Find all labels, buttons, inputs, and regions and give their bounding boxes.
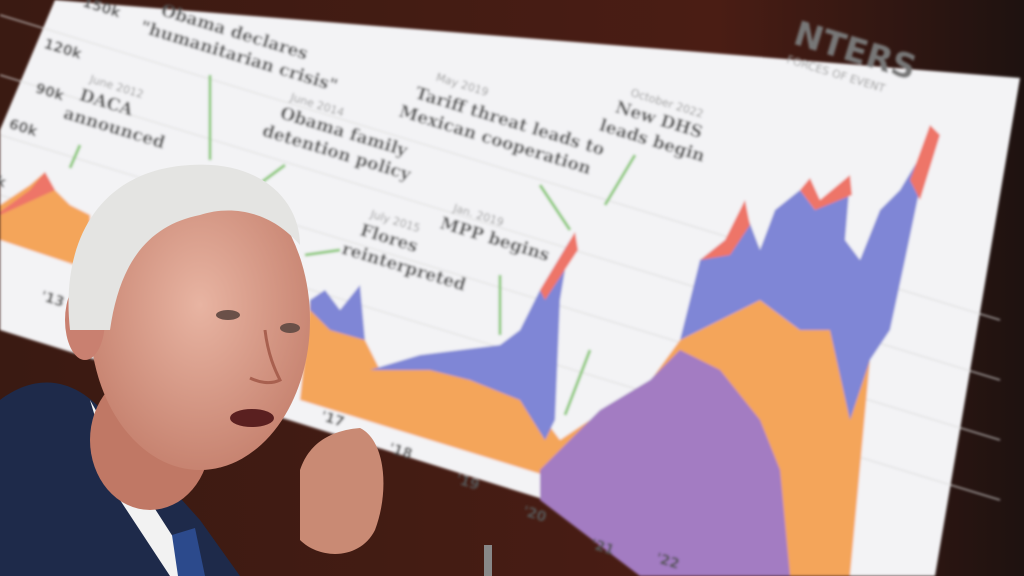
white-hair [68,164,300,330]
area-blue [680,140,930,420]
x-tick: '19 [454,472,481,494]
area-purple [540,350,790,576]
eye [280,323,300,333]
x-tick: '22 [654,551,681,573]
x-tick: '21 [589,537,616,559]
eye [216,310,240,320]
nose [249,329,283,385]
y-tick: 30k [0,168,8,192]
microphone-stand [484,545,492,576]
x-tick: '17 [319,409,346,431]
open-mouth [230,409,274,427]
hand [300,428,384,554]
x-tick: '13 [39,289,66,311]
speaking-man [0,164,384,576]
x-tick: '20 [521,504,549,526]
face [90,170,310,470]
area-blue [370,240,570,440]
tie [172,528,205,576]
x-tick: '18 [387,441,414,463]
area-blue [310,285,365,340]
annotation-arrows [68,75,637,416]
area-red-tops [0,125,940,300]
